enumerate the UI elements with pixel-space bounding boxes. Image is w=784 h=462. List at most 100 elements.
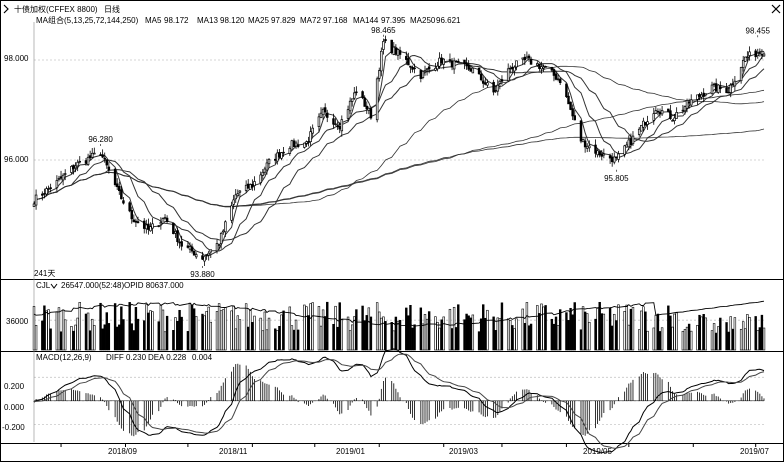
candle-body [238,190,242,193]
candlestick [105,159,109,169]
volume-bar [165,315,169,351]
candle-body [754,50,757,58]
ma5-value: 98.172 [164,16,189,25]
candlestick [498,79,502,90]
candle-body [594,144,597,154]
volume-bar [731,328,735,351]
candle-body [646,121,649,125]
candlestick [232,194,235,210]
candle-body [685,100,689,109]
volume-bar [309,303,312,351]
volume-bar [136,318,140,351]
candle-body [748,51,751,56]
bar-count-label: 241天 [34,269,55,278]
candle-body [558,78,562,84]
candle-body [538,63,541,69]
volume-bar [219,310,223,351]
candlestick [280,152,283,161]
candlestick [120,186,123,200]
candle-body [565,83,568,98]
volume-bar [186,331,190,351]
candle-body [409,65,412,68]
macd-legend: MACD(12,26,9) DIFF 0.230 DEA 0.228 0.004… [2,353,213,432]
candle-body [760,54,764,56]
volume-bar [569,307,572,351]
candle-body [280,152,283,159]
volume-bar [625,304,628,351]
candlestick [128,201,131,213]
volume-bar [667,305,670,351]
candlestick [194,252,198,259]
volume-bar [45,310,48,351]
candle-body [321,108,325,116]
volume-bar [178,309,181,351]
volume-bar [47,309,50,351]
candlestick [369,106,373,120]
volume-bar [457,304,460,351]
candlestick [49,183,52,193]
candlestick [513,65,516,76]
candle-body [90,152,94,158]
chevron-right-icon[interactable] [3,4,9,14]
candlestick [689,94,693,107]
candle-body [712,83,716,86]
candle-body [217,244,221,246]
candle-body [134,220,138,223]
volume-bar [280,314,283,351]
volume-bar [294,319,298,351]
candle-body [317,116,321,127]
volume-bar [544,305,547,351]
candle-body [355,91,358,94]
macd-label[interactable]: MACD(12,26,9) [36,353,92,362]
candle-body [625,144,628,148]
candlestick [355,86,358,96]
candle-body [232,199,235,205]
candle-body [669,110,672,120]
candle-body [348,100,352,112]
candle-body [733,80,737,87]
candle-body [188,246,192,250]
candle-body [569,101,572,110]
period-label[interactable]: 日线 [104,4,120,14]
ma-legend: MA组合(5,13,25,72,144,250) MA5 98.172 MA13… [36,15,461,25]
volume-bar [278,325,281,351]
candle-body [756,52,760,57]
volume-bar [467,315,470,351]
volume-bar [384,321,387,351]
candle-body [325,112,329,118]
volume-bar [421,323,425,351]
volume-bar [509,320,512,351]
candle-body [253,181,256,186]
candle-body [425,68,429,71]
candlesticks[interactable] [32,35,766,267]
candlestick [224,220,227,238]
candle-body [467,64,470,70]
ma-legend-label[interactable]: MA组合(5,13,25,72,144,250) [36,15,139,25]
candlestick [350,98,354,107]
volume-bar [515,318,518,351]
chevron-down-icon[interactable] [50,283,58,289]
candle-body [118,186,121,192]
volume-bar [147,312,150,351]
volume-bar [438,327,441,351]
volume-bar [477,331,481,351]
candle-body [436,65,439,70]
volume-bar [157,321,160,351]
volume-bar [292,329,296,351]
candle-body [251,183,254,188]
volume-bar [484,317,487,351]
candlestick [130,206,133,224]
candle-body [660,110,664,115]
volume-label[interactable]: CJL [36,281,51,290]
volume-bar [163,331,167,351]
candle-body [157,225,161,227]
candle-body [147,223,150,230]
candle-body [305,141,308,144]
candlestick [103,152,106,163]
volume-bar [571,314,574,351]
candlestick [477,67,481,76]
candlestick [219,231,223,249]
candlestick [729,82,732,98]
candle-body [494,90,497,92]
